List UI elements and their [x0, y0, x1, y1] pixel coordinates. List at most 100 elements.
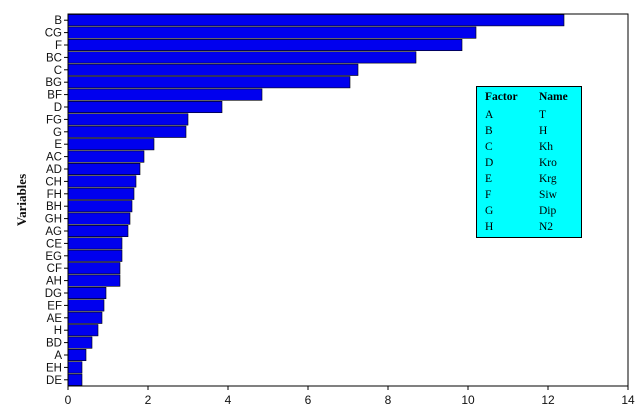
bar-D: [67, 101, 223, 114]
legend-name: H: [539, 125, 548, 137]
category-label-B: B: [54, 15, 62, 27]
bar-F: [67, 38, 463, 52]
legend-name: Kh: [539, 141, 554, 153]
x-tick-label: 12: [541, 393, 555, 407]
category-label-EH: EH: [46, 362, 62, 374]
category-label-BF: BF: [47, 90, 62, 102]
bar-H: [67, 324, 99, 337]
bars-group: [67, 14, 565, 386]
bar-FG: [67, 113, 189, 126]
bar-G: [67, 125, 187, 138]
x-axis-ticks: 0 2 4 6 8 10 12 14: [65, 386, 635, 407]
bar-AC: [67, 150, 145, 163]
category-label-A: A: [54, 350, 62, 362]
bar-EF: [67, 299, 105, 312]
category-label-CF: CF: [47, 263, 62, 275]
legend-name: Krg: [539, 173, 557, 185]
category-label-AE: AE: [47, 313, 63, 325]
bar-FH: [67, 187, 135, 200]
bar-DG: [67, 286, 107, 300]
category-label-G: G: [53, 127, 62, 139]
bar-BD: [67, 336, 93, 349]
category-label-AC: AC: [46, 152, 62, 164]
bar-EH: [67, 361, 83, 374]
category-labels: BCGFBCCBGBFDFGGEACADCHFHBHGHAGCEEGCFAHDG…: [45, 15, 68, 387]
legend-factor: F: [485, 189, 492, 201]
category-label-BC: BC: [46, 52, 62, 64]
bar-CF: [67, 262, 121, 275]
legend-header-row: Factor Name: [477, 91, 581, 107]
bar-CE: [67, 237, 123, 250]
y-axis-label: Variables: [14, 174, 29, 226]
bar-C: [67, 63, 359, 76]
x-tick-label: 14: [621, 393, 635, 407]
legend-name: T: [539, 109, 547, 121]
legend-factor: A: [485, 109, 494, 121]
bar-CG: [67, 26, 477, 39]
legend-row: D Kro: [477, 157, 581, 173]
category-label-DE: DE: [46, 375, 62, 387]
legend-factor: B: [485, 125, 493, 137]
category-label-E: E: [54, 139, 62, 151]
legend-row: E Krg: [477, 173, 581, 189]
category-label-EF: EF: [47, 300, 62, 312]
x-tick-label: 2: [145, 393, 152, 407]
bar-BH: [67, 200, 133, 213]
category-label-FG: FG: [46, 114, 62, 126]
legend-row: G Dip: [477, 205, 581, 221]
x-tick-label: 4: [225, 393, 232, 407]
category-label-FH: FH: [47, 189, 62, 201]
legend-header-factor: Factor: [485, 91, 518, 103]
bar-AG: [67, 225, 129, 238]
legend-row: A T: [477, 109, 581, 125]
legend-header-name: Name: [539, 91, 568, 103]
legend-row: C Kh: [477, 141, 581, 157]
bar-E: [67, 138, 155, 151]
category-label-BH: BH: [46, 201, 62, 213]
bar-GH: [67, 212, 131, 225]
x-tick-label: 10: [461, 393, 475, 407]
x-tick-label: 6: [305, 393, 312, 407]
legend-factor: C: [485, 141, 493, 153]
legend-name: N2: [539, 221, 554, 233]
bar-BF: [67, 88, 263, 101]
bar-A: [67, 348, 87, 362]
category-label-C: C: [54, 65, 62, 77]
category-label-AD: AD: [46, 164, 62, 176]
bar-BC: [67, 51, 417, 64]
legend-row: B H: [477, 125, 581, 141]
plot-frame: [67, 13, 629, 387]
category-label-F: F: [55, 40, 62, 52]
bar-BG: [67, 76, 351, 89]
category-label-AH: AH: [46, 276, 62, 288]
factor-legend-table: Factor Name A T B H C Kh D Kro E Krg F S…: [476, 86, 582, 238]
category-label-AG: AG: [45, 226, 62, 238]
legend-factor: H: [485, 221, 494, 233]
legend-factor: G: [485, 205, 494, 217]
legend-factor: E: [485, 173, 493, 185]
category-label-CE: CE: [46, 238, 62, 250]
legend-name: Dip: [539, 205, 557, 217]
category-label-DG: DG: [45, 288, 62, 300]
bar-B: [67, 14, 565, 27]
category-label-GH: GH: [45, 214, 62, 226]
category-label-D: D: [54, 102, 62, 114]
category-label-H: H: [54, 325, 62, 337]
category-label-BG: BG: [45, 77, 62, 89]
category-label-EG: EG: [45, 251, 62, 263]
legend-row: F Siw: [477, 189, 581, 205]
x-tick-label: 0: [65, 393, 72, 407]
bar-EG: [67, 249, 123, 262]
legend-name: Siw: [539, 189, 557, 201]
category-label-CH: CH: [45, 176, 62, 188]
bar-AE: [67, 311, 103, 324]
category-label-BD: BD: [46, 338, 62, 350]
bar-CH: [67, 175, 137, 188]
legend-row: H N2: [477, 221, 581, 237]
x-tick-label: 8: [385, 393, 392, 407]
bar-AD: [67, 163, 141, 176]
legend-name: Kro: [539, 157, 557, 169]
bar-AH: [67, 274, 121, 287]
bar-DE: [67, 373, 83, 386]
